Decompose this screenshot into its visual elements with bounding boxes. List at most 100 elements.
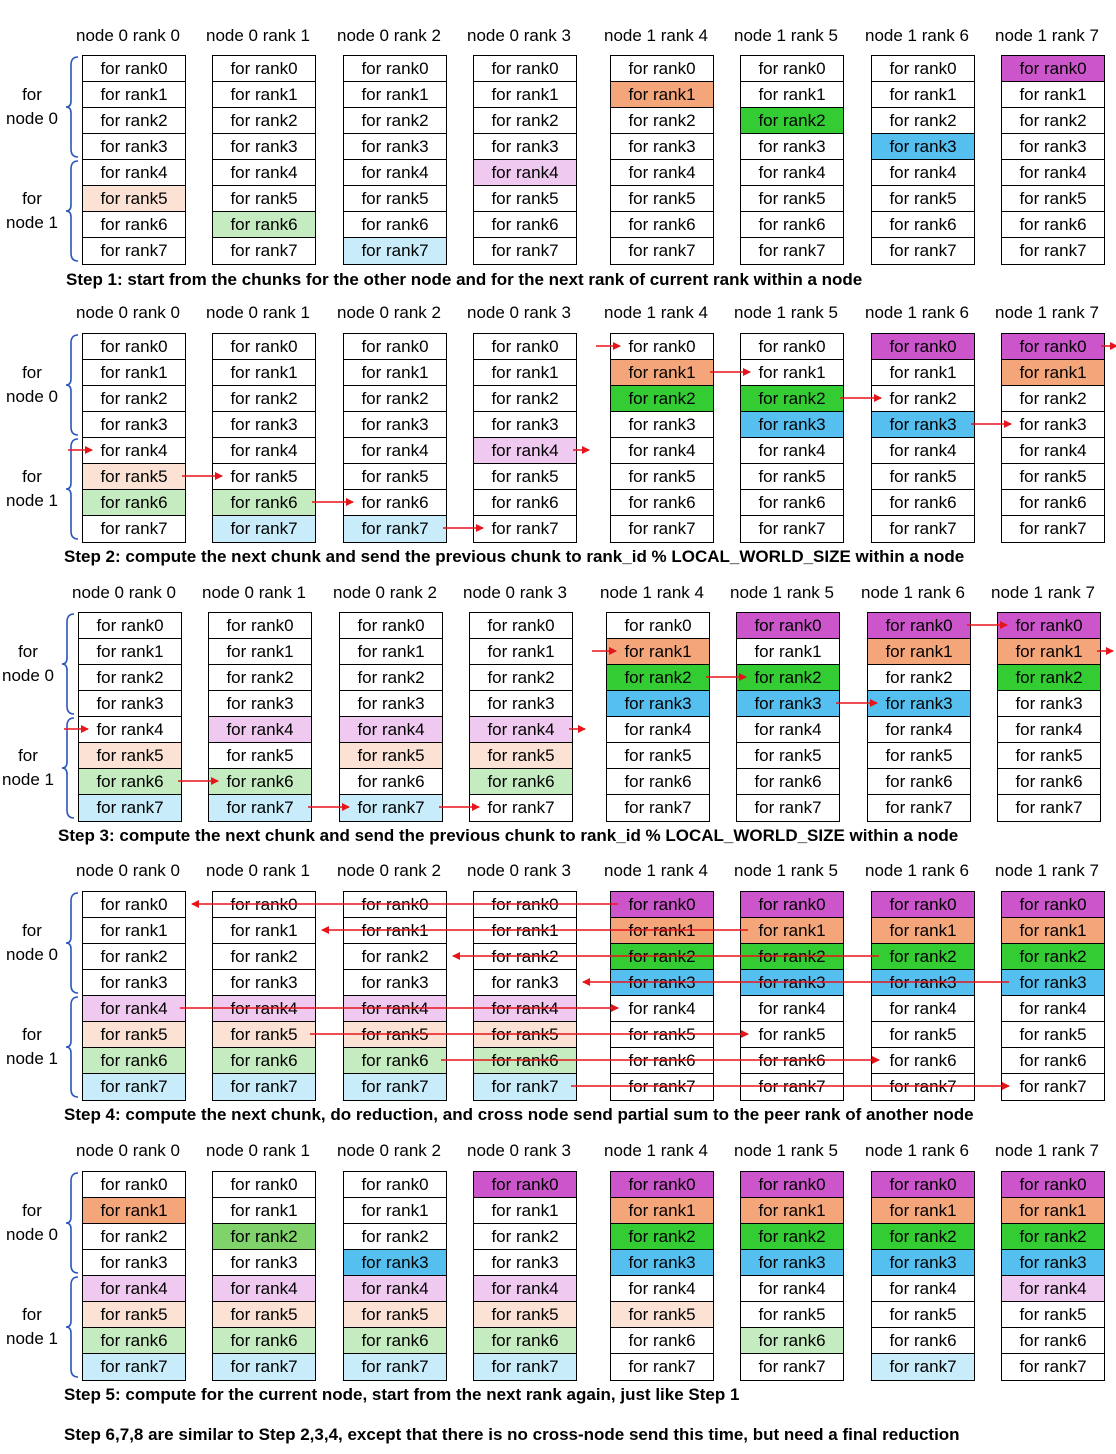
chunk-cell: for rank7 <box>83 1354 185 1380</box>
group-label-node0: for node 0 <box>6 1201 58 1244</box>
chunk-cell: for rank2 <box>79 665 181 691</box>
chunk-cell: for rank5 <box>213 464 315 490</box>
buffer-column: for rank0 for rank1 for rank2 for rank3 for … <box>82 55 186 265</box>
chunk-cell: for rank0 <box>209 613 311 639</box>
chunk-cell: for rank3 <box>209 691 311 717</box>
chunk-cell: for rank0 <box>868 613 970 639</box>
chunk-cell: for rank7 <box>754 798 822 817</box>
chunk-cell: for rank3 <box>340 691 442 717</box>
chunk-cell: for rank1 <box>213 918 315 944</box>
chunk-cell: for rank5 <box>470 743 572 769</box>
chunk-cell: for rank7 <box>209 795 311 821</box>
chunk-cell: for rank7 <box>1019 1077 1087 1096</box>
chunk-cell: for rank3 <box>611 412 713 438</box>
rank-header: node 1 rank 6 <box>865 303 969 322</box>
chunk-cell: for rank3 <box>872 412 974 438</box>
chunk-cell: for rank2 <box>872 386 974 412</box>
group-brace <box>65 56 79 158</box>
rank-header: node 0 rank 2 <box>337 26 441 45</box>
chunk-cell: for rank1 <box>872 360 974 386</box>
chunk-cell: for rank1 <box>1002 82 1104 108</box>
chunk-cell: for rank0 <box>741 56 843 82</box>
chunk-cell: for rank7 <box>100 519 168 538</box>
chunk-cell: for rank4 <box>213 160 315 186</box>
buffer-column: for rank0 for rank1 for rank2 for rank3 for … <box>1001 1171 1105 1381</box>
rank-header: node 0 rank 2 <box>337 861 441 880</box>
chunk-cell: for rank3 <box>79 691 181 717</box>
chunk-cell: for rank6 <box>998 769 1100 795</box>
chunk-cell: for rank1 <box>83 82 185 108</box>
chunk-cell: for rank3 <box>1002 970 1104 996</box>
chunk-cell: for rank6 <box>344 1048 446 1074</box>
chunk-cell: for rank6 <box>872 1048 974 1074</box>
group-label-node0: for node 0 <box>2 642 54 685</box>
chunk-cell: for rank2 <box>741 944 843 970</box>
chunk-cell: for rank0 <box>213 892 315 918</box>
chunk-cell: for rank6 <box>741 1048 843 1074</box>
chunk-cell: for rank1 <box>611 918 713 944</box>
buffer-column: for rank0 for rank1 for rank2 for rank3 for … <box>473 891 577 1101</box>
chunk-cell: for rank5 <box>611 1302 713 1328</box>
chunk-cell: for rank6 <box>872 490 974 516</box>
rank-header: node 1 rank 6 <box>865 1141 969 1160</box>
chunk-cell: for rank7 <box>100 241 168 260</box>
chunk-cell: for rank0 <box>83 334 185 360</box>
chunk-cell: for rank3 <box>213 134 315 160</box>
chunk-cell: for rank2 <box>607 665 709 691</box>
chunk-cell: for rank7 <box>1019 519 1087 538</box>
rank-header: node 0 rank 3 <box>467 861 571 880</box>
chunk-cell: for rank1 <box>1002 918 1104 944</box>
chunk-cell: for rank6 <box>611 1328 713 1354</box>
chunk-cell: for rank3 <box>611 134 713 160</box>
chunk-cell: for rank0 <box>474 56 576 82</box>
chunk-cell: for rank3 <box>344 134 446 160</box>
chunk-cell: for rank4 <box>1002 438 1104 464</box>
chunk-cell: for rank7 <box>628 1077 696 1096</box>
chunk-cell: for rank0 <box>474 334 576 360</box>
chunk-cell: for rank0 <box>611 56 713 82</box>
chunk-cell: for rank5 <box>83 186 185 212</box>
chunk-cell: for rank0 <box>998 613 1100 639</box>
rank-header: node 1 rank 5 <box>734 1141 838 1160</box>
chunk-cell: for rank2 <box>474 386 576 412</box>
chunk-cell: for rank7 <box>1019 241 1087 260</box>
chunk-cell: for rank5 <box>998 743 1100 769</box>
buffer-column: for rank0 for rank1 for rank2 for rank3 for … <box>208 612 312 822</box>
chunk-cell: for rank2 <box>213 944 315 970</box>
chunk-cell: for rank2 <box>741 108 843 134</box>
chunk-cell: for rank2 <box>344 108 446 134</box>
rank-header: node 0 rank 0 <box>76 861 180 880</box>
chunk-cell: for rank3 <box>83 970 185 996</box>
chunk-cell: for rank3 <box>872 970 974 996</box>
chunk-cell: for rank7 <box>758 241 826 260</box>
chunk-cell: for rank5 <box>872 186 974 212</box>
chunk-cell: for rank3 <box>998 691 1100 717</box>
chunk-cell: for rank1 <box>1002 1198 1104 1224</box>
chunk-cell: for rank5 <box>83 464 185 490</box>
chunk-cell: for rank2 <box>83 1224 185 1250</box>
group-brace <box>61 613 75 715</box>
buffer-column: for rank0 for rank1 for rank2 for rank3 for … <box>736 612 840 822</box>
group-label-node0: for node 0 <box>6 363 58 406</box>
rank-header: node 0 rank 3 <box>467 303 571 322</box>
rank-header: node 1 rank 5 <box>734 861 838 880</box>
chunk-cell: for rank3 <box>83 1250 185 1276</box>
chunk-cell: for rank5 <box>83 1022 185 1048</box>
chunk-cell: for rank6 <box>213 212 315 238</box>
chunk-cell: for rank7 <box>889 241 957 260</box>
chunk-cell: for rank5 <box>213 1302 315 1328</box>
chunk-cell: for rank2 <box>83 944 185 970</box>
chunk-cell: for rank0 <box>611 1172 713 1198</box>
chunk-cell: for rank3 <box>741 412 843 438</box>
chunk-cell: for rank0 <box>1002 56 1104 82</box>
chunk-cell: for rank4 <box>1002 160 1104 186</box>
chunk-cell: for rank0 <box>872 892 974 918</box>
chunk-cell: for rank7 <box>628 241 696 260</box>
chunk-cell: for rank1 <box>474 82 576 108</box>
chunk-cell: for rank6 <box>1002 1048 1104 1074</box>
chunk-cell: for rank0 <box>344 334 446 360</box>
chunk-cell: for rank4 <box>737 717 839 743</box>
chunk-cell: for rank2 <box>1002 1224 1104 1250</box>
chunk-cell: for rank4 <box>607 717 709 743</box>
step-caption: Step 2: compute the next chunk and send … <box>64 547 965 566</box>
